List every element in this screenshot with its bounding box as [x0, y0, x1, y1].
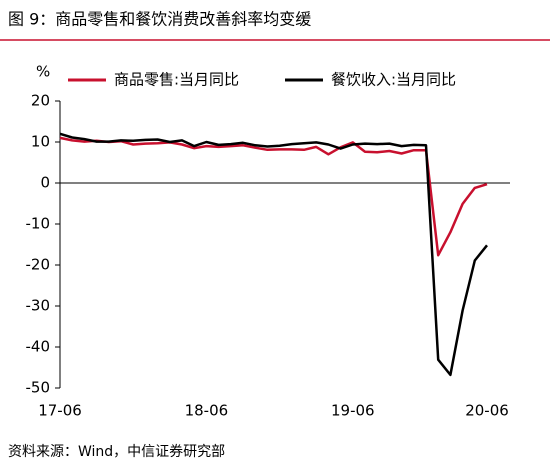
x-tick-label: 17-06	[38, 402, 82, 420]
source: 资料来源：Wind，中信证券研究部	[8, 444, 225, 460]
y-tick-label: 0	[40, 174, 50, 192]
legend-label: 商品零售:当月同比	[114, 71, 239, 89]
x-tick-label: 20-06	[465, 402, 509, 420]
y-tick-label: 10	[31, 133, 50, 151]
series-line	[59, 136, 488, 257]
y-tick-label: -50	[26, 379, 51, 397]
x-tick-label: 19-06	[331, 402, 375, 420]
y-tick-label: -10	[26, 215, 51, 233]
y-tick-label: -40	[26, 338, 51, 356]
legend-label: 餐饮收入:当月同比	[331, 71, 456, 89]
x-tick-label: 18-06	[185, 402, 229, 420]
series-line	[59, 132, 488, 377]
y-tick-label: 20	[31, 92, 50, 110]
y-tick-label: -20	[26, 256, 51, 274]
y-tick-label: -30	[26, 297, 51, 315]
chart-title: 图 9：商品零售和餐饮消费改善斜率均变缓	[8, 10, 311, 29]
y-axis-label: %	[36, 63, 50, 81]
